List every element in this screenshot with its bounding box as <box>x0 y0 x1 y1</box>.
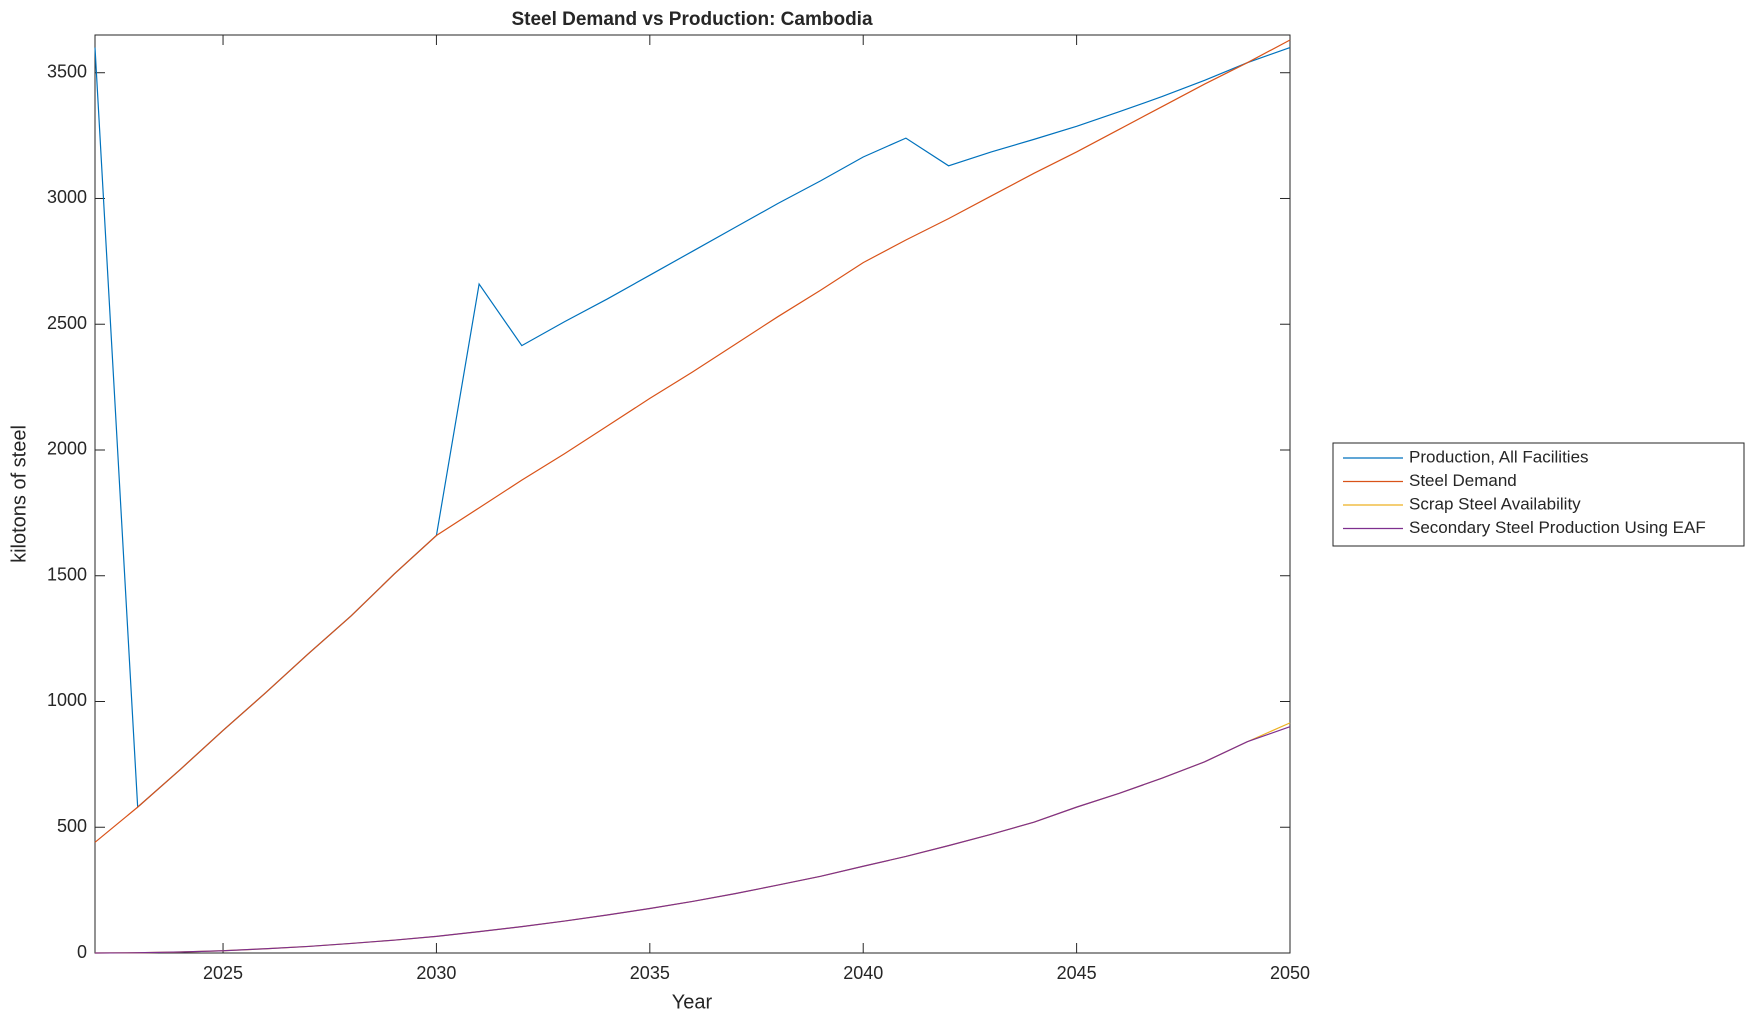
x-tick-label: 2030 <box>416 963 456 983</box>
x-tick-label: 2050 <box>1270 963 1310 983</box>
series-line <box>94 726 1291 954</box>
y-tick-label: 2500 <box>47 313 87 333</box>
chart-title: Steel Demand vs Production: Cambodia <box>511 9 872 30</box>
x-axis-label: Year <box>672 991 713 1013</box>
x-tick-label: 2025 <box>203 963 243 983</box>
series-line <box>94 39 1291 843</box>
x-tick-label: 2035 <box>630 963 670 983</box>
legend-label: Scrap Steel Availability <box>1409 494 1581 513</box>
x-tick-label: 2045 <box>1057 963 1097 983</box>
y-tick-label: 1500 <box>47 564 87 584</box>
y-axis-label: kilotons of steel <box>8 425 30 563</box>
y-tick-label: 3000 <box>47 187 87 207</box>
y-tick-label: 3500 <box>47 61 87 81</box>
y-tick-label: 1000 <box>47 690 87 710</box>
legend-label: Production, All Facilities <box>1409 447 1589 466</box>
x-tick-label: 2040 <box>843 963 883 983</box>
y-tick-label: 500 <box>57 816 87 836</box>
y-tick-label: 0 <box>77 942 87 962</box>
legend-label: Secondary Steel Production Using EAF <box>1409 518 1706 537</box>
legend-label: Steel Demand <box>1409 471 1517 490</box>
plot-area <box>94 34 1291 954</box>
y-tick-label: 2000 <box>47 439 87 459</box>
